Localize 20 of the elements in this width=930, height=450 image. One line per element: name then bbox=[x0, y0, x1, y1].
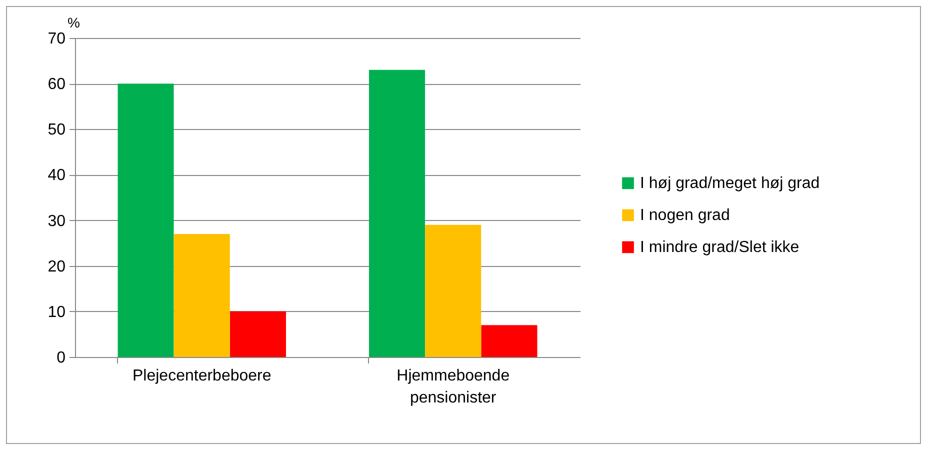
bar bbox=[118, 84, 174, 357]
y-axis-title: % bbox=[68, 14, 80, 30]
x-tick-label: Hjemmeboende pensionister bbox=[396, 368, 510, 406]
y-tick-label: 10 bbox=[48, 304, 66, 321]
legend-label: I nogen grad bbox=[640, 207, 730, 224]
legend-label: I høj grad/meget høj grad bbox=[640, 175, 820, 192]
y-tick-label: 70 bbox=[48, 30, 66, 48]
legend-label: I mindre grad/Slet ikke bbox=[640, 239, 800, 256]
y-tick-label: 30 bbox=[48, 212, 66, 230]
bar bbox=[481, 325, 538, 357]
y-tick-label: 40 bbox=[48, 167, 66, 184]
y-tick-label: 50 bbox=[48, 122, 66, 139]
bar bbox=[425, 224, 482, 357]
y-tick-label: 60 bbox=[48, 76, 66, 94]
bar bbox=[174, 234, 230, 357]
y-tick-label: 0 bbox=[56, 350, 66, 366]
bar bbox=[369, 70, 426, 357]
x-tick-label: Plejecenterbeboere bbox=[132, 368, 272, 384]
bar bbox=[230, 311, 286, 357]
y-tick-label: 20 bbox=[48, 258, 66, 276]
